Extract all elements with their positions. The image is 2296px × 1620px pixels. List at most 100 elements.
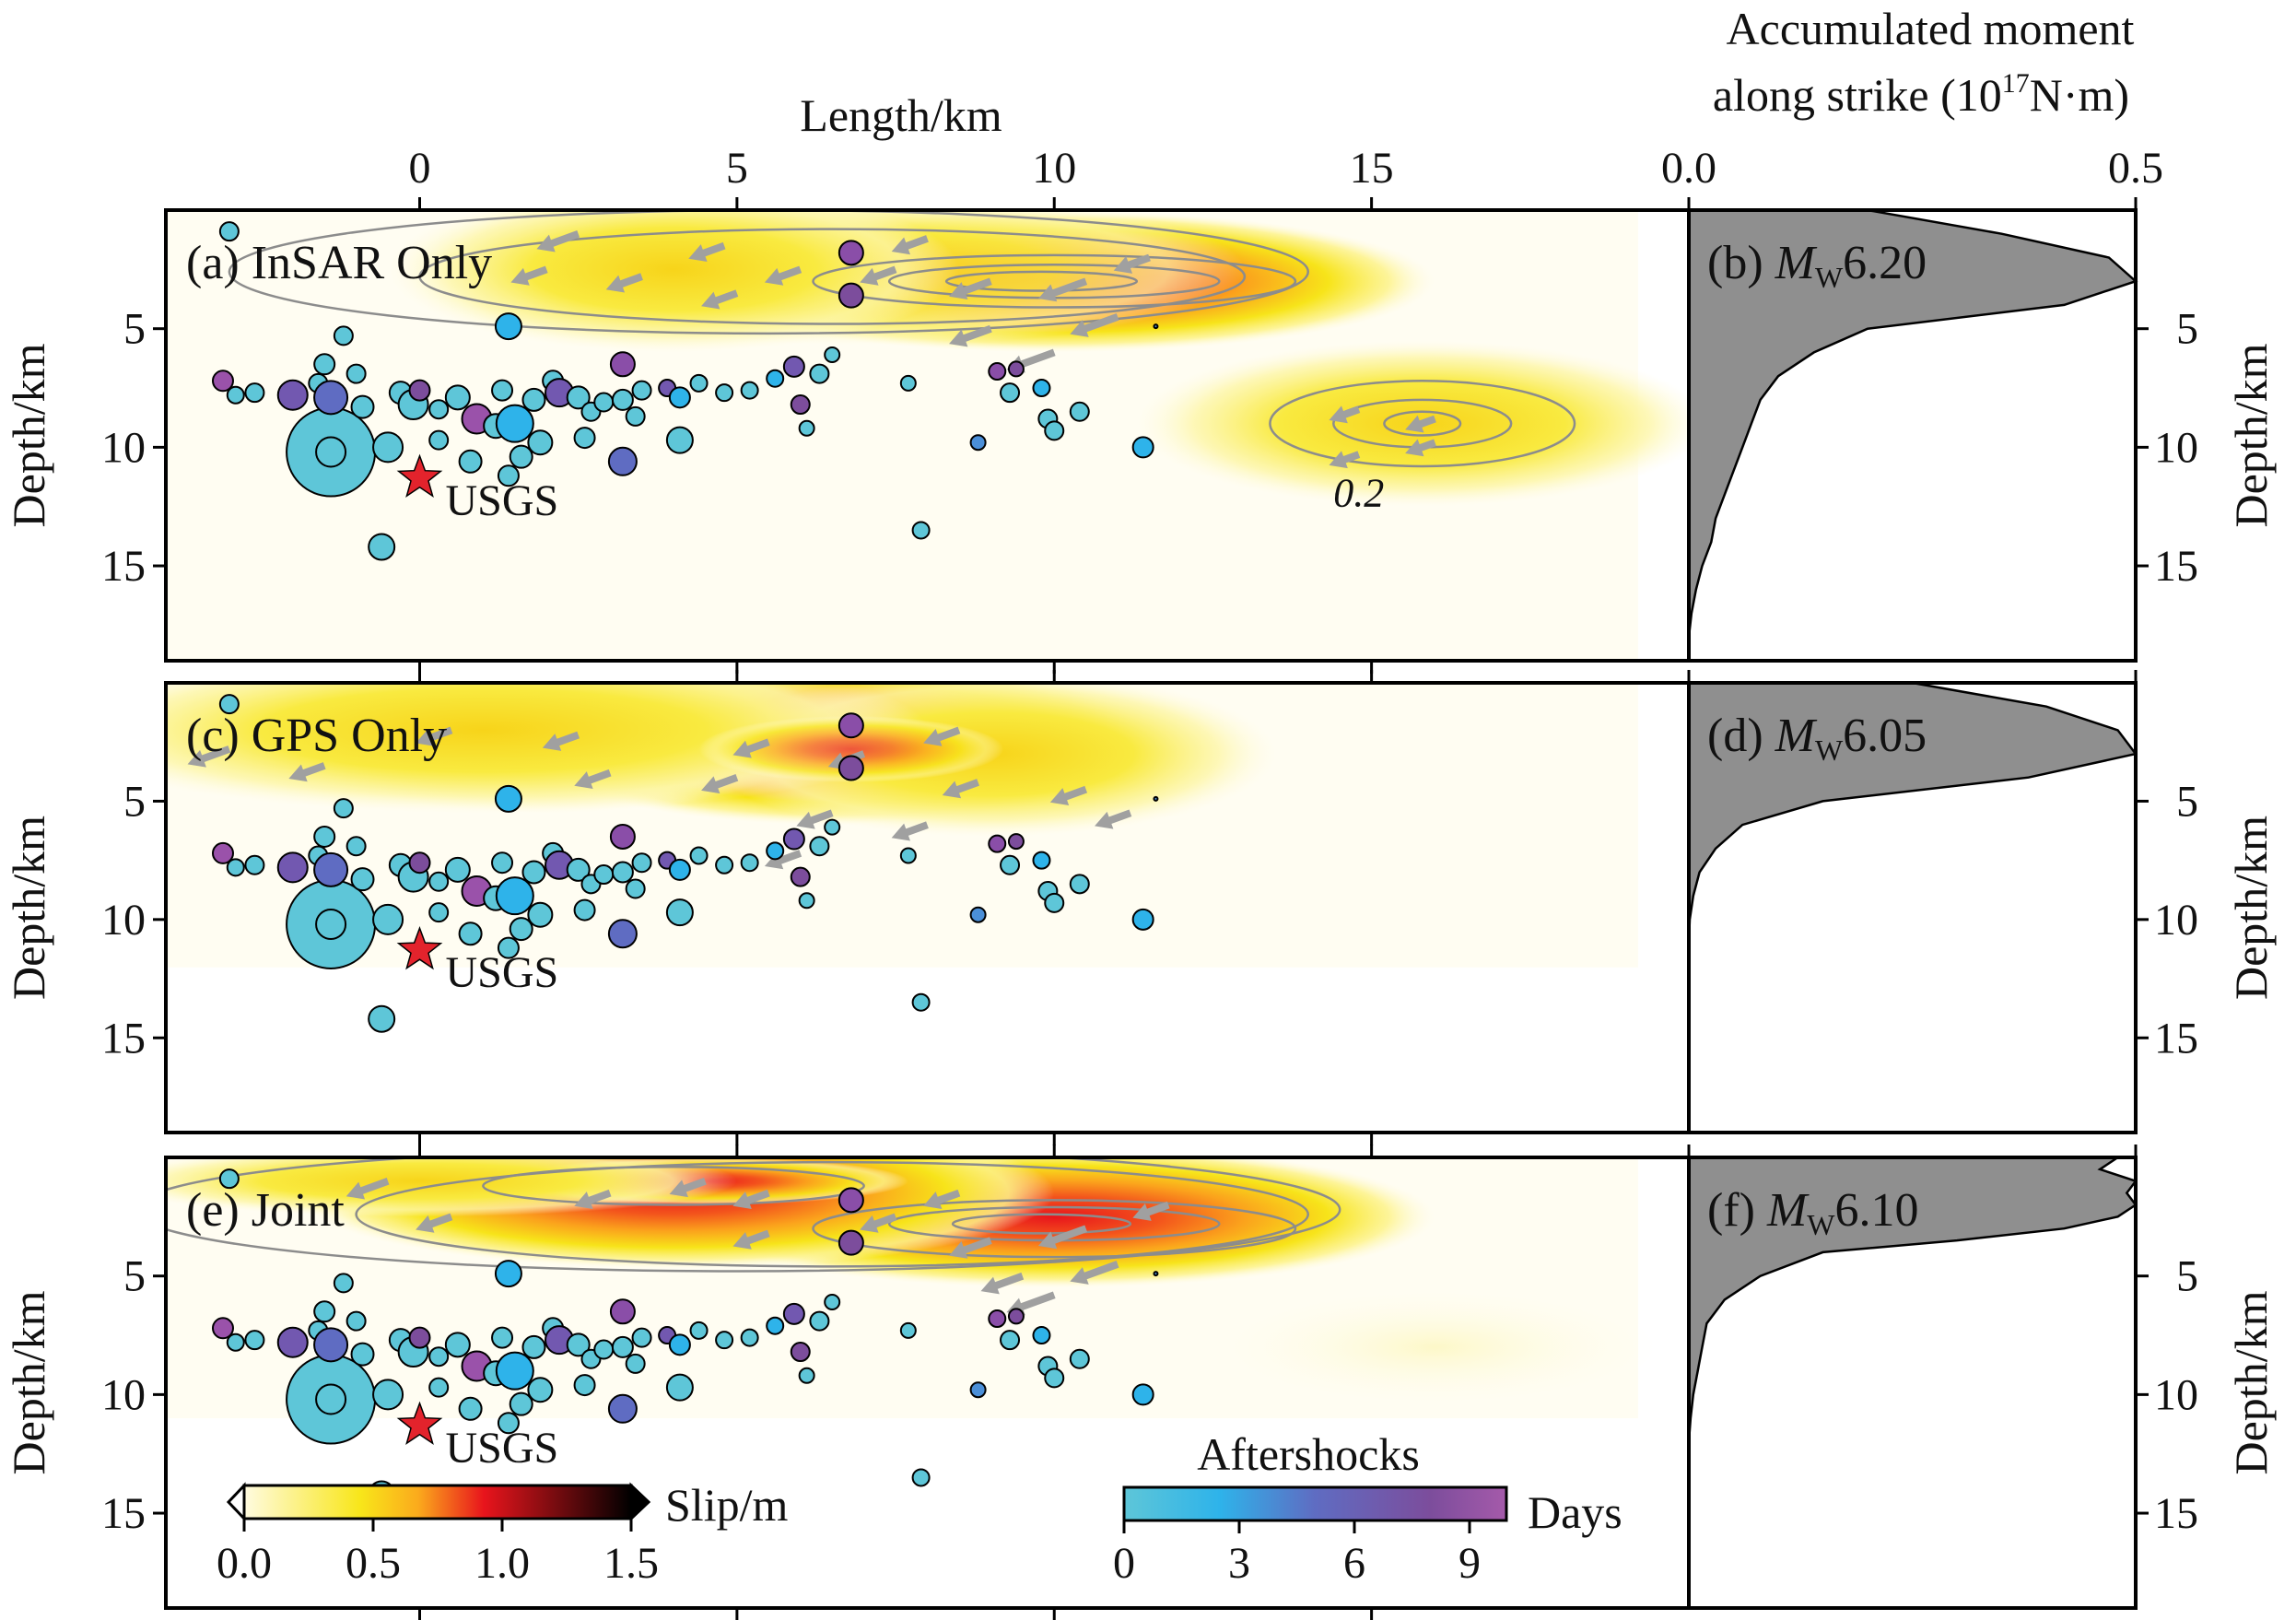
- slip-arrow: [1095, 809, 1132, 829]
- aftershock: [573, 1374, 596, 1397]
- aftershock: [607, 919, 638, 949]
- y-tick-label: 10: [101, 1370, 146, 1419]
- moment-frame: [1687, 681, 2138, 1134]
- aftershock-colorbar-bar: [1122, 1485, 1508, 1522]
- aftershock: [313, 1327, 349, 1363]
- aftershock: [1007, 360, 1025, 378]
- contour-label: 0.2: [1333, 471, 1384, 516]
- aftershock: [988, 1309, 1007, 1329]
- aftershock: [211, 1317, 234, 1340]
- aftershock: [689, 373, 709, 393]
- y-axis-label: Depth/km: [3, 816, 54, 1000]
- aftershock: [631, 852, 652, 874]
- slip-arrow-head: [1329, 451, 1348, 469]
- slip-arrow: [949, 1237, 992, 1259]
- moment-label-m: M: [1766, 1184, 1810, 1237]
- aftershock: [715, 855, 734, 875]
- slip-arrow-head: [1113, 256, 1133, 274]
- slip-arrow-head: [764, 267, 784, 286]
- slip-arrow: [1329, 451, 1361, 469]
- aftershock: [573, 898, 596, 922]
- slip-arrow-head: [1329, 405, 1348, 424]
- slip-arrow-head: [510, 267, 530, 286]
- aftershock: [444, 384, 471, 411]
- moment-panel-d: (d) MW6.05 5 10 15 Depth/km: [1687, 670, 2277, 1134]
- aftershock: [798, 1367, 815, 1384]
- slip-arrow: [891, 821, 929, 841]
- moment-y-axis-label: Depth/km: [2225, 343, 2277, 527]
- slip-arrow: [732, 1229, 770, 1250]
- moment-area: [1687, 208, 2138, 638]
- top-xlabel: Length/km: [800, 89, 1002, 141]
- aftershock: [368, 533, 396, 561]
- aftershock: [782, 1302, 805, 1325]
- y-tick-label: 15: [101, 542, 146, 591]
- aftershock: [226, 1332, 245, 1352]
- aftershock-colorbar-tick-label: 9: [1458, 1539, 1481, 1588]
- slip-contour: [166, 1157, 1341, 1273]
- aftershock: [494, 1260, 522, 1288]
- slip-arrow-head: [942, 781, 962, 799]
- moment-y-axis-label: Depth/km: [2225, 1290, 2277, 1474]
- aftershock: [1069, 401, 1090, 422]
- aftershock: [911, 1468, 931, 1487]
- right-xlabel-line2: along strike (1017N·m): [1713, 68, 2129, 121]
- slip-arrow-head: [732, 740, 752, 758]
- aftershock: [521, 1334, 546, 1359]
- slip-arrow: [605, 273, 643, 293]
- slip-arrow-head: [949, 329, 968, 347]
- moment-x-tick-label: 0.5: [2108, 144, 2163, 193]
- slip-arrow-head: [416, 728, 435, 746]
- aftershock-colorbar: 0 3 6 9: [1113, 1485, 1508, 1588]
- slip-arrow: [510, 265, 548, 286]
- aftershock: [509, 1391, 533, 1416]
- aftershock: [444, 1332, 471, 1358]
- moment-label-value: 6.10: [1834, 1184, 1918, 1237]
- slip-arrow: [536, 229, 580, 252]
- aftershock: [969, 434, 987, 452]
- slip-arrow-head: [1132, 1203, 1152, 1221]
- slip-colorbar-min-arrow: [226, 1482, 246, 1522]
- aftershock: [625, 405, 646, 427]
- aftershock: [509, 444, 533, 469]
- slip-contour: [951, 1213, 1132, 1235]
- right-xlabel-line1: Accumulated moment: [1727, 3, 2135, 54]
- slip-contour: [812, 1199, 1297, 1259]
- slip-arrow: [860, 1213, 897, 1233]
- slip-colorbar: 0.0 0.5 1.0 1.5: [217, 1482, 659, 1588]
- aftershock: [1131, 1383, 1154, 1406]
- aftershock: [969, 1381, 987, 1399]
- aftershock: [244, 854, 265, 875]
- y-tick-label: 10: [101, 423, 146, 472]
- slip-contour: [482, 1166, 865, 1206]
- aftershock: [809, 836, 830, 857]
- aftershock: [1032, 1326, 1051, 1345]
- aftershock: [824, 346, 841, 363]
- moment-y-tick-label: 5: [2176, 777, 2198, 826]
- slip-colorbar-tick-label: 0.5: [346, 1539, 401, 1588]
- slip-patch: [388, 210, 959, 353]
- aftershock: [211, 841, 234, 864]
- plot-area-e: USGS: [166, 1157, 1658, 1508]
- aftershock: [495, 1351, 534, 1391]
- slip-arrow-head: [1405, 415, 1424, 433]
- aftershock: [495, 876, 534, 916]
- slip-arrow: [764, 265, 802, 286]
- aftershock: [333, 325, 354, 346]
- aftershock: [497, 464, 520, 487]
- panel-label-a: (a) InSAR Only: [186, 237, 492, 289]
- aftershock: [838, 282, 864, 309]
- aftershock: [527, 1377, 554, 1403]
- aftershock: [631, 1327, 652, 1348]
- aftershock: [226, 858, 245, 877]
- aftershock: [428, 429, 450, 451]
- slip-arrow: [764, 850, 802, 870]
- slip-arrow-head: [1049, 788, 1070, 805]
- x-tick-label: 15: [1350, 144, 1394, 193]
- aftershock: [315, 436, 347, 468]
- slip-arrow-head: [796, 811, 815, 829]
- aftershock: [593, 392, 615, 413]
- y-tick-label: 15: [101, 1489, 146, 1538]
- aftershock: [1153, 795, 1159, 802]
